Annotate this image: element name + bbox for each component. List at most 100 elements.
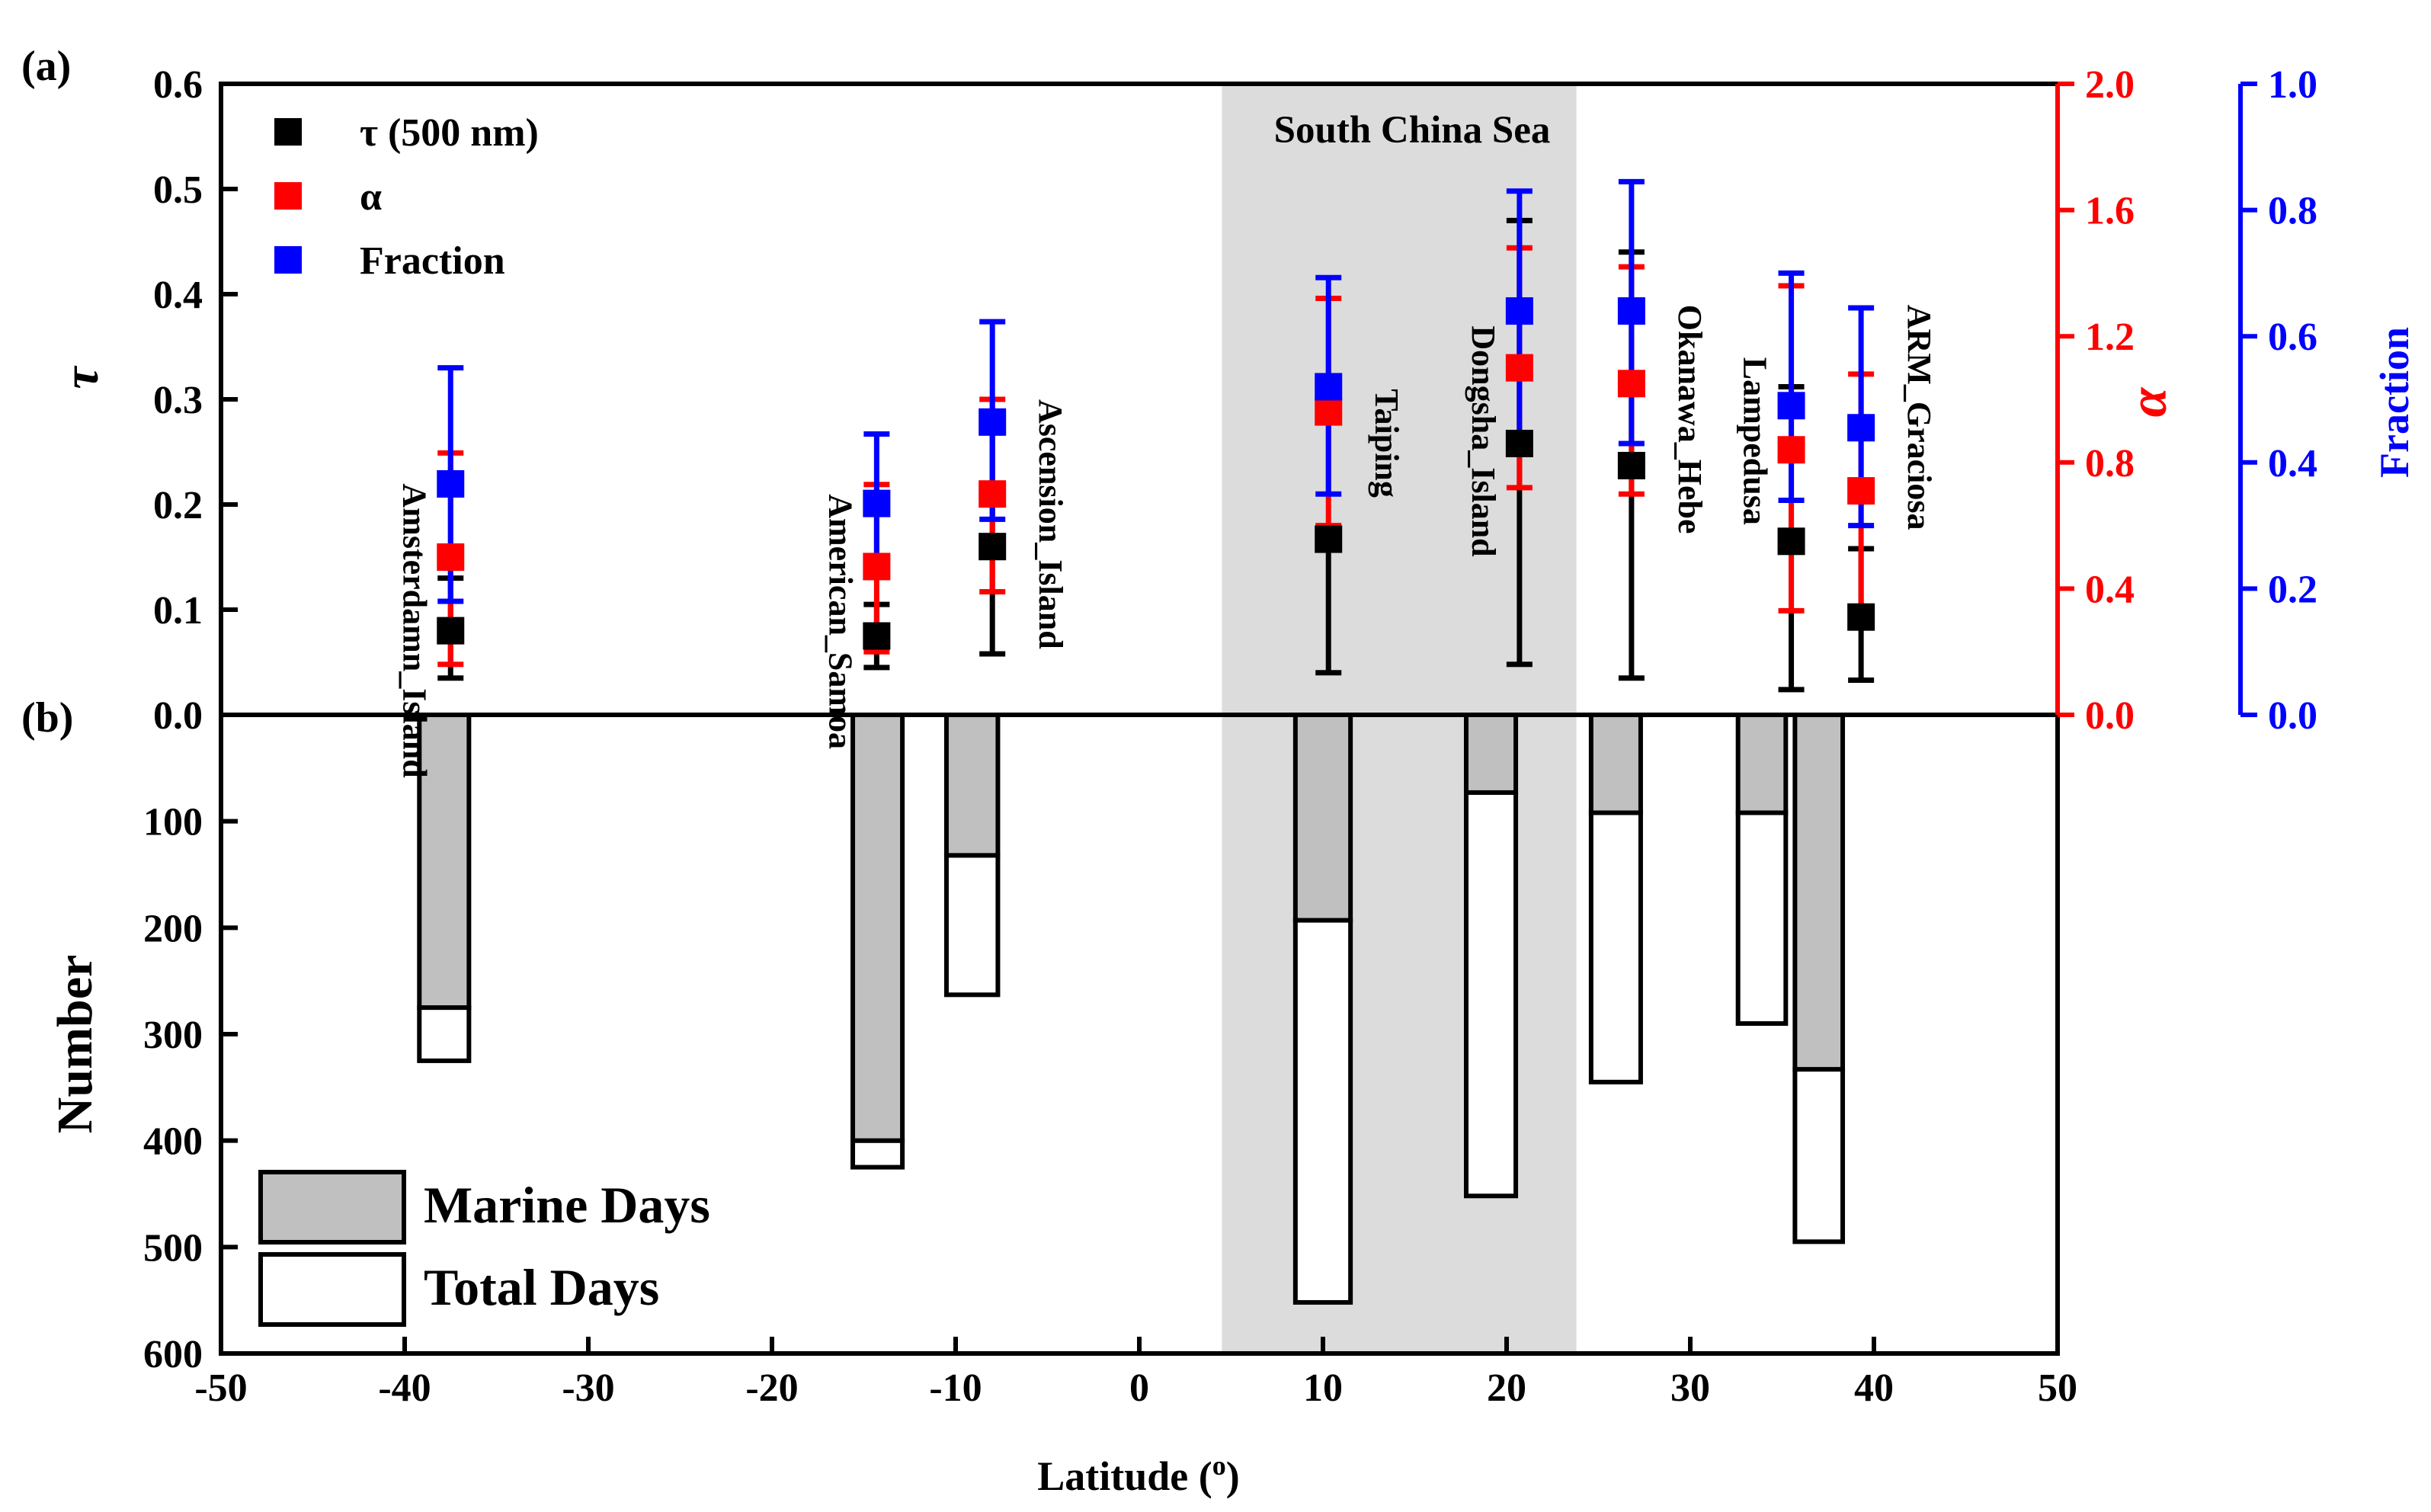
alpha-tick-label-1.2: 1.2	[2085, 316, 2135, 359]
x-tick-label-0: 0	[1129, 1366, 1149, 1410]
number-tick-label-100: 100	[143, 801, 203, 844]
x-tick-label-10: 10	[1303, 1366, 1343, 1410]
bar-layer	[417, 713, 1846, 1305]
dongsha-island-alpha-marker	[1505, 354, 1533, 382]
alpha-tick-label-0.0: 0.0	[2085, 694, 2135, 738]
bar-total-days-4	[1292, 918, 1353, 1305]
dongsha-island-fraction-marker	[1505, 297, 1533, 325]
site-label-arm-graciosa: ARM_Graciosa	[1901, 305, 1938, 530]
bar-total-days-7	[1735, 810, 1789, 1027]
legend-a-label-3: Fraction	[360, 239, 505, 283]
bar-marine-days-2	[850, 713, 905, 1143]
bar-marine-days-7	[1735, 713, 1789, 815]
fraction-tick-label-0.4: 0.4	[2268, 442, 2317, 485]
bar-total-days-6	[1588, 810, 1643, 1084]
american-samoa-tau-marker	[863, 622, 891, 650]
x-tick-label-30: 30	[1670, 1366, 1710, 1410]
tau-tick-label-0.3: 0.3	[153, 379, 203, 422]
number-tick-label-200: 200	[143, 907, 203, 950]
y-axis-title-fraction: Fraction	[2372, 327, 2417, 478]
legend-a-label-1: τ (500 nm)	[360, 111, 539, 155]
site-label-okanawa-hebe: Okanawa_Hebe	[1671, 305, 1709, 534]
bar-marine-days-4	[1292, 713, 1353, 923]
x-tick-label--30: -30	[562, 1366, 614, 1410]
region-label: South China Sea	[1274, 109, 1551, 152]
y-axis-title-tau: τ	[53, 366, 109, 389]
fraction-tick-label-0.2: 0.2	[2268, 568, 2317, 611]
tick-layer: 0.1 0.2 0.3 0.4 0.5 0.6 0.0 0.0 0.4 0.8 1.2 1.6 2.0 0…	[143, 63, 2317, 1410]
bar-marine-days-6	[1588, 713, 1643, 815]
tau-tick-label-0.6: 0.6	[153, 63, 203, 107]
legend-b-label-1: Marine Days	[424, 1176, 710, 1234]
y-axis-title-number: Number	[47, 955, 103, 1134]
x-tick-label--40: -40	[378, 1366, 431, 1410]
fraction-tick-label-0.0: 0.0	[2268, 694, 2317, 738]
lampedusa-fraction-marker	[1777, 392, 1805, 420]
alpha-tick-label-1.6: 1.6	[2085, 190, 2135, 233]
tau-tick-label-0.1: 0.1	[153, 589, 203, 633]
tau-tick-label-0.2: 0.2	[153, 484, 203, 527]
x-tick-label--20: -20	[745, 1366, 798, 1410]
fraction-tick-label-1.0: 1.0	[2268, 63, 2317, 107]
number-tick-label-600: 600	[143, 1333, 203, 1376]
x-tick-label-20: 20	[1487, 1366, 1526, 1410]
tau-tick-label-0.0: 0.0	[153, 694, 203, 738]
x-tick-label--10: -10	[929, 1366, 982, 1410]
bar-total-days-5	[1463, 790, 1519, 1199]
okanawa-hebe-alpha-marker	[1617, 370, 1645, 398]
bar-marine-days-5	[1463, 713, 1519, 795]
region-shade	[1222, 84, 1577, 1353]
site-label-layer: Amsterdamn_Island American_Samoa Ascension…	[396, 305, 1938, 778]
alpha-tick-label-0.4: 0.4	[2085, 568, 2135, 611]
taiping-fraction-marker	[1315, 373, 1343, 401]
arm-graciosa-tau-marker	[1847, 603, 1875, 631]
legend-b-swatch-1	[258, 1170, 406, 1245]
tau-tick-label-0.5: 0.5	[153, 168, 203, 212]
okanawa-hebe-tau-marker	[1617, 451, 1645, 479]
bar-total-days-2	[850, 1138, 905, 1170]
site-label-lampedusa: Lampedusa	[1737, 357, 1774, 525]
legend-b-label-2: Total Days	[424, 1258, 659, 1316]
ascension-island-fraction-marker	[978, 408, 1007, 436]
number-tick-label-500: 500	[143, 1226, 203, 1270]
shaded-region	[1222, 84, 1577, 1353]
lampedusa-alpha-marker	[1777, 436, 1805, 464]
fraction-tick-label-0.6: 0.6	[2268, 316, 2317, 359]
legend-layer: τ (500 nm) α Fraction Marine Days Total Days	[258, 111, 710, 1327]
site-label-amsterdamn-island: Amsterdamn_Island	[396, 483, 433, 777]
x-tick-label-40: 40	[1854, 1366, 1894, 1410]
site-label-ascension-island: Ascension_Island	[1032, 399, 1069, 649]
legend-a-label-2: α	[360, 175, 382, 219]
bar-total-days-3	[943, 853, 1001, 998]
taiping-tau-marker	[1315, 525, 1343, 553]
arm-graciosa-fraction-marker	[1847, 414, 1875, 442]
bar-total-days-8	[1792, 1067, 1846, 1245]
taiping-alpha-marker	[1315, 398, 1343, 426]
site-label-taiping: Taiping	[1368, 389, 1405, 498]
bar-marine-days-3	[943, 713, 1001, 858]
amsterdamn-island-fraction-marker	[437, 469, 465, 498]
tau-tick-label-0.4: 0.4	[153, 274, 203, 317]
bar-total-days-1	[417, 1005, 472, 1063]
x-axis-title: Latitude (o)	[1037, 1450, 1239, 1499]
number-tick-label-300: 300	[143, 1014, 203, 1057]
site-label-american-samoa: American_Samoa	[822, 494, 859, 749]
x-tick-label--50: -50	[194, 1366, 247, 1410]
panel-a-label: (a)	[21, 43, 71, 90]
amsterdamn-island-tau-marker	[437, 617, 465, 645]
panel-b-label: (b)	[21, 694, 73, 742]
ascension-island-tau-marker	[978, 533, 1007, 561]
ascension-island-alpha-marker	[978, 480, 1007, 508]
arm-graciosa-alpha-marker	[1847, 477, 1875, 505]
number-tick-label-400: 400	[143, 1120, 203, 1164]
alpha-tick-label-2.0: 2.0	[2085, 63, 2135, 107]
legend-a-swatch-3	[274, 246, 302, 274]
x-tick-label-50: 50	[2038, 1366, 2077, 1410]
amsterdamn-island-alpha-marker	[437, 543, 465, 571]
bar-marine-days-8	[1792, 713, 1846, 1072]
fraction-tick-label-0.8: 0.8	[2268, 190, 2317, 233]
site-label-dongsha-island: Dongsha_Island	[1465, 325, 1502, 556]
american-samoa-alpha-marker	[863, 553, 891, 581]
bar-marine-days-1	[417, 713, 472, 1011]
